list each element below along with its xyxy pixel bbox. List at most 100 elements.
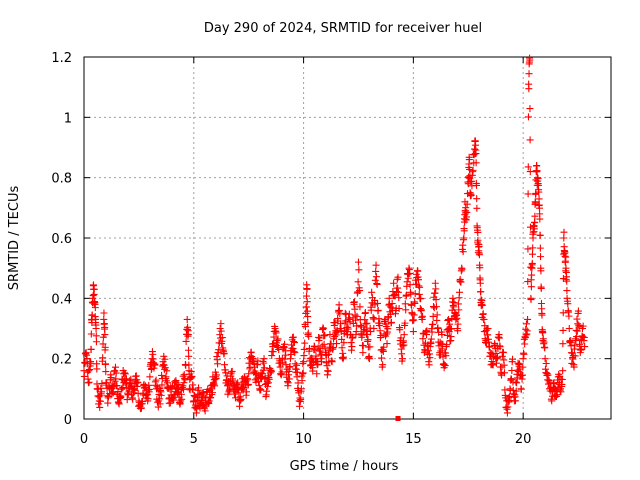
data-point — [425, 361, 433, 369]
data-point — [539, 329, 547, 337]
data-point — [131, 386, 139, 394]
data-point — [87, 330, 95, 338]
data-point — [528, 259, 536, 267]
data-point — [255, 378, 263, 386]
data-point — [444, 316, 452, 324]
data-point — [573, 315, 581, 323]
outlier-point — [395, 416, 401, 421]
data-point — [260, 364, 268, 372]
data-point — [296, 402, 304, 410]
data-point — [441, 362, 449, 370]
data-point — [558, 376, 566, 384]
data-point — [112, 369, 120, 377]
data-point — [512, 378, 520, 386]
data-point — [80, 372, 88, 380]
data-point — [184, 331, 192, 339]
data-point — [533, 167, 541, 175]
data-point — [91, 304, 99, 312]
data-point — [87, 345, 95, 353]
data-point — [524, 113, 532, 121]
data-point — [526, 223, 534, 231]
data-point — [528, 271, 536, 279]
data-point — [571, 341, 579, 349]
data-point — [394, 284, 402, 292]
data-point — [309, 367, 317, 375]
data-point — [195, 384, 203, 392]
data-point — [479, 301, 487, 309]
data-point — [121, 369, 129, 377]
data-point — [581, 343, 589, 351]
plot-frame — [83, 56, 612, 420]
data-point — [372, 261, 380, 269]
data-point — [346, 318, 354, 326]
y-tick-label: 0.4 — [51, 292, 72, 307]
data-point — [347, 339, 355, 347]
data-point — [371, 276, 379, 284]
data-point — [305, 344, 313, 352]
data-point — [98, 379, 106, 387]
data-point — [326, 331, 334, 339]
data-point — [101, 331, 109, 339]
data-point — [387, 318, 395, 326]
data-point — [541, 355, 549, 363]
data-point — [496, 343, 504, 351]
data-point — [316, 334, 324, 342]
data-point — [237, 395, 245, 403]
data-point — [285, 367, 293, 375]
x-axis-ticks: 0 5 10 15 20 — [80, 57, 532, 447]
data-point — [572, 337, 580, 345]
data-point — [509, 355, 517, 363]
data-point — [353, 312, 361, 320]
data-point — [374, 306, 382, 314]
data-point — [328, 358, 336, 366]
data-point — [535, 195, 543, 203]
data-point — [395, 294, 403, 302]
data-point — [361, 316, 369, 324]
data-point — [380, 343, 388, 351]
data-point — [331, 333, 339, 341]
data-point — [96, 403, 104, 411]
data-point — [348, 343, 356, 351]
data-point — [370, 325, 378, 332]
data-point — [285, 375, 293, 383]
y-tick-label: 1.2 — [51, 51, 72, 66]
data-point — [286, 355, 294, 363]
data-point — [472, 150, 480, 158]
data-point — [458, 265, 466, 273]
x-tick-label: 20 — [515, 432, 532, 447]
data-point — [290, 348, 298, 356]
data-point — [375, 315, 383, 323]
data-point — [474, 228, 482, 236]
data-point — [463, 208, 471, 216]
data-point — [526, 56, 534, 64]
data-point — [361, 309, 369, 317]
data-point — [453, 314, 461, 322]
data-point — [530, 225, 538, 233]
data-point — [574, 307, 582, 315]
data-point — [580, 333, 588, 341]
data-point — [409, 328, 417, 336]
data-point — [524, 245, 532, 253]
data-point — [89, 292, 97, 300]
data-point — [416, 283, 424, 291]
data-point — [548, 397, 556, 405]
data-point — [319, 325, 327, 332]
data-point — [518, 371, 526, 379]
data-point — [228, 367, 236, 375]
y-axis-ticks: 0 0.2 0.4 0.6 0.8 1 1.2 — [51, 51, 611, 428]
data-point — [562, 253, 570, 261]
data-point — [226, 385, 234, 393]
data-point — [207, 394, 215, 402]
data-point — [427, 335, 435, 343]
data-point — [272, 329, 280, 337]
y-tick-label: 0.2 — [51, 353, 72, 368]
data-point — [529, 244, 537, 252]
data-point — [445, 315, 453, 323]
data-point — [396, 326, 404, 334]
data-point — [511, 397, 519, 405]
data-point — [257, 386, 265, 394]
data-point — [525, 85, 533, 93]
data-point — [344, 325, 352, 333]
data-point — [201, 407, 209, 415]
